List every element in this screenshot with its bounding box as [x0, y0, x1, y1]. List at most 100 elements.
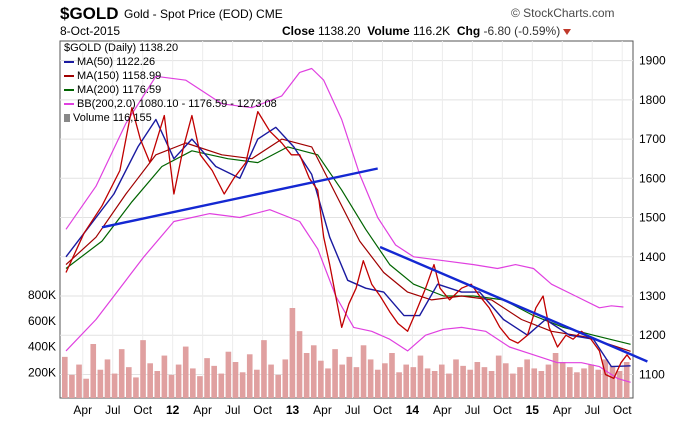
close-label: Close [282, 24, 315, 38]
legend-title: $GOLD (Daily) 1138.20 [64, 42, 178, 54]
volume-label: Volume [367, 24, 410, 38]
volume-bar [239, 372, 246, 398]
volume-bar [161, 355, 168, 398]
x-tick-label: Apr [433, 403, 452, 417]
volume-bar [69, 374, 75, 398]
volume-bar [76, 364, 82, 398]
chg-value: -6.80 (-0.59%) [483, 24, 561, 38]
x-tick-label: Jul [225, 403, 240, 417]
volume-bar [531, 368, 538, 398]
x-tick-label: Oct [613, 403, 632, 417]
volume-bar [111, 373, 118, 398]
ma50-text: MA(50) 1122.26 [77, 56, 156, 68]
x-tick-label: 15 [526, 403, 540, 417]
x-tick-label: Apr [313, 403, 332, 417]
volume-bar [552, 353, 559, 398]
volume-bar [495, 355, 502, 398]
volume-tick-label: 800K [28, 288, 56, 302]
ma200-text: MA(200) 1176.59 [77, 84, 162, 96]
volume-bar [616, 371, 623, 398]
volume-bar [574, 372, 580, 398]
ma200-swatch [64, 89, 74, 92]
x-tick-label: Oct [493, 403, 512, 417]
volume-bar [118, 349, 125, 398]
volume-bar [424, 368, 431, 398]
volume-bar [97, 369, 104, 398]
volume-bar [403, 364, 410, 398]
volume-bar [346, 356, 353, 398]
x-tick-label: Oct [133, 403, 152, 417]
legend-ma150: MA(150) 1158.99 [64, 70, 161, 82]
volume-bar [524, 359, 530, 398]
volume-bar [545, 364, 552, 398]
volume-bar [168, 374, 175, 398]
volume-bar [104, 359, 111, 398]
volume-bar [133, 377, 139, 398]
legend-title-text: $GOLD (Daily) 1138.20 [64, 42, 179, 54]
chart-description: Gold - Spot Price (EOD) CME [124, 7, 283, 21]
x-tick-label: 12 [166, 403, 180, 417]
volume-bar [175, 364, 182, 398]
volume-bar [367, 359, 374, 398]
price-line [65, 107, 632, 380]
volume-bar [246, 354, 253, 398]
brand-label[interactable]: © StockCharts.com [511, 6, 615, 20]
bb_upper-line [65, 67, 624, 309]
x-tick-label: Jul [585, 403, 600, 417]
volume-bar [318, 360, 324, 398]
volume-bar [225, 351, 232, 398]
volume-bar [467, 369, 474, 398]
volume-bar [275, 374, 281, 398]
down-arrow-icon [563, 28, 572, 35]
chart-date: 8-Oct-2015 [60, 24, 121, 38]
volume-bar [268, 364, 274, 398]
trend2-line [379, 245, 648, 363]
legend-volume: Volume 116,155 [64, 112, 152, 124]
volume-bar [488, 371, 495, 398]
volume-bar [332, 349, 338, 398]
volume-value: 116.2K [413, 24, 451, 38]
x-tick-label: Apr [193, 403, 212, 417]
volume-bar [559, 362, 566, 398]
plot-area [59, 40, 634, 399]
close-value: 1138.20 [318, 24, 361, 38]
ma150-text: MA(150) 1158.99 [77, 70, 162, 82]
ma150-line [65, 138, 631, 352]
volume-bar [211, 365, 217, 398]
volume-bar [197, 376, 203, 398]
volume-bar [218, 373, 225, 398]
volume-bar [566, 367, 573, 398]
bb_lower-line [65, 209, 631, 383]
volume-bar [282, 359, 289, 398]
volume-bar [396, 372, 402, 398]
volume-bar [453, 359, 459, 398]
volume-bar [62, 356, 68, 398]
x-tick-label: Jul [345, 403, 360, 417]
volume-bar [147, 363, 153, 398]
volume-bars [62, 308, 630, 398]
volume-bar [602, 359, 609, 398]
ma150-swatch [64, 75, 74, 78]
y-tick-label: 1400 [639, 250, 666, 264]
volume-bar [481, 367, 488, 398]
y-tick-label: 1500 [639, 211, 666, 225]
volume-bar [581, 368, 587, 398]
volume-bar [438, 364, 445, 398]
volume-bar [382, 363, 388, 398]
volume-axis: 200K 400K 600K 800K [28, 288, 56, 379]
volume-bar [389, 353, 395, 398]
volume-bar [182, 346, 189, 398]
bb-text: BB(200,2.0) 1080.10 - 1176.59 - 1273.08 [77, 98, 277, 110]
volume-tick-label: 600K [28, 314, 56, 328]
volume-tick-label: 200K [28, 365, 56, 379]
x-tick-label: Oct [373, 403, 392, 417]
volume-bar [310, 345, 317, 398]
time-axis: Apr Jul Oct 12 Apr Jul Oct 13 Apr Jul Oct 14 Apr Jul O… [73, 403, 632, 417]
volume-bar [609, 365, 616, 398]
x-tick-label: Apr [73, 403, 92, 417]
x-tick-label: Apr [553, 403, 572, 417]
volume-bar [360, 345, 367, 398]
x-tick-label: Jul [105, 403, 120, 417]
volume-bar [474, 362, 481, 398]
